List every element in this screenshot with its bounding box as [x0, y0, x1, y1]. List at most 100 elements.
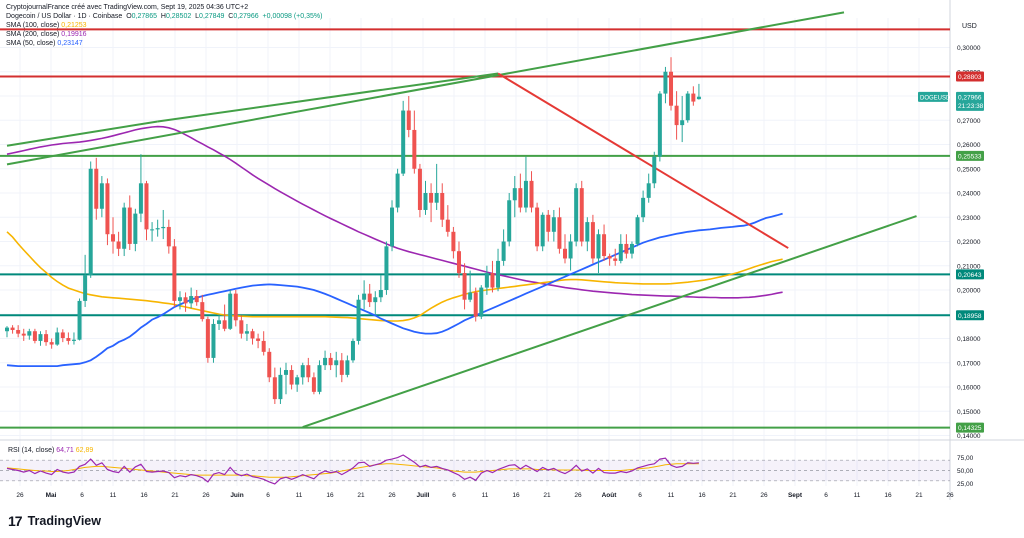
rsi-tick-label: 75,00 [957, 455, 974, 462]
sma200-legend[interactable]: SMA (200, close) 0,19916 [6, 30, 322, 39]
candle-body [150, 229, 155, 231]
candle-body [423, 193, 428, 210]
time-axis[interactable]: 26 Mai 6 11 16 21 26 Juin 6 11 16 21 26 Juill 6 11 16 21 2… [16, 492, 954, 499]
candle-body [490, 273, 495, 288]
candle-body [339, 360, 344, 375]
candle-body [27, 331, 32, 336]
rsi-ma-value: 62,89 [76, 447, 94, 454]
candle-body [417, 168, 422, 210]
time-tick-label: 21 [729, 492, 737, 499]
sma100-label: SMA (100, close) [6, 22, 60, 29]
candle-body [32, 331, 37, 341]
candle-body [501, 241, 506, 261]
candle-body [71, 339, 76, 341]
tradingview-logo[interactable]: 17 TradingView [8, 513, 101, 529]
level-tag-label: 0,28803 [958, 74, 982, 81]
candle-body [284, 370, 288, 375]
candle-body [189, 296, 194, 304]
time-tick-label: 11 [110, 492, 117, 499]
candle-body [445, 219, 450, 232]
candle-body [674, 105, 679, 126]
time-tick-label: 11 [296, 492, 303, 499]
close-value: 0,27966 [233, 13, 259, 20]
candle-body [362, 293, 367, 300]
candle-body [49, 342, 54, 345]
candle-body [613, 258, 618, 261]
trendlines [6, 11, 917, 428]
candlesticks [5, 57, 701, 404]
candle-body [568, 241, 573, 259]
candle-body [317, 365, 322, 392]
time-tick-label: 6 [80, 492, 84, 499]
candle-body [222, 320, 227, 329]
candle-body [378, 290, 383, 298]
time-tick-label: 11 [668, 492, 675, 499]
candle-body [350, 340, 355, 361]
rsi-line [6, 454, 699, 485]
candle-body [412, 129, 417, 169]
candle-body [440, 193, 445, 220]
candle-body [55, 332, 60, 345]
candle-body [473, 292, 478, 317]
candle-body [38, 334, 43, 341]
candle-body [334, 360, 339, 366]
price-tick-label: 0,22000 [957, 239, 981, 246]
low-value: 0,27849 [199, 13, 225, 20]
candle-body [217, 320, 222, 324]
candle-body [696, 96, 701, 100]
candle-body [585, 222, 590, 242]
candle-body [529, 180, 534, 208]
level-tag-label: 0,20643 [958, 272, 982, 279]
candle-body [523, 180, 528, 208]
candle-body [21, 333, 26, 336]
price-tick-label: 0,18000 [957, 336, 981, 343]
candle-body [250, 331, 255, 339]
level-tag [956, 310, 984, 321]
trendline [497, 72, 789, 249]
candle-body [685, 93, 690, 121]
candle-body [384, 246, 389, 290]
candle-body [261, 340, 266, 352]
candle-body [590, 222, 595, 259]
candle-body [311, 377, 316, 392]
sma100-legend[interactable]: SMA (100, close) 0,21253 [6, 21, 322, 30]
time-tick-label: 26 [946, 492, 954, 499]
candle-body [345, 360, 350, 375]
sma50-line [6, 212, 783, 368]
symbol-tag [918, 91, 948, 102]
candle-body [111, 234, 116, 242]
candle-body [16, 330, 21, 334]
price-tick-label: 0,16000 [957, 385, 981, 392]
time-tick-label: 16 [884, 492, 892, 499]
level-tag-label: 0,14325 [958, 425, 982, 432]
candle-body [618, 243, 623, 261]
candle-body [161, 226, 166, 229]
candle-body [663, 71, 668, 94]
price-tick-label: 0,17000 [957, 360, 981, 367]
price-tick-label: 0,15000 [957, 409, 981, 416]
sma50-label: SMA (50, close) [6, 40, 56, 47]
symbol-label[interactable]: Dogecoin / US Dollar · 1D · Coinbase [6, 13, 123, 20]
level-tag-label: 0,18958 [958, 313, 982, 320]
candle-body [116, 241, 121, 249]
candle-body [138, 183, 143, 214]
price-tick-label: 0,23000 [957, 215, 981, 222]
candle-body [624, 243, 629, 254]
candle-body [256, 338, 261, 341]
candle-body [462, 273, 467, 300]
candle-body [635, 217, 640, 244]
price-tick-label: 0,20000 [957, 288, 981, 295]
sma50-legend[interactable]: SMA (50, close) 0,23147 [6, 39, 322, 48]
candle-body [105, 183, 110, 235]
candle-body [183, 297, 188, 304]
tradingview-mark-icon: 17 [8, 513, 23, 529]
candle-body [518, 188, 523, 208]
candle-body [306, 365, 311, 378]
price-axis[interactable]: USD0,300000,290000,280000,270000,260000,… [957, 23, 981, 488]
candle-body [88, 168, 93, 276]
trendline [302, 215, 917, 428]
time-tick-label: 26 [388, 492, 396, 499]
candle-body [602, 234, 607, 257]
candle-body [429, 193, 434, 203]
